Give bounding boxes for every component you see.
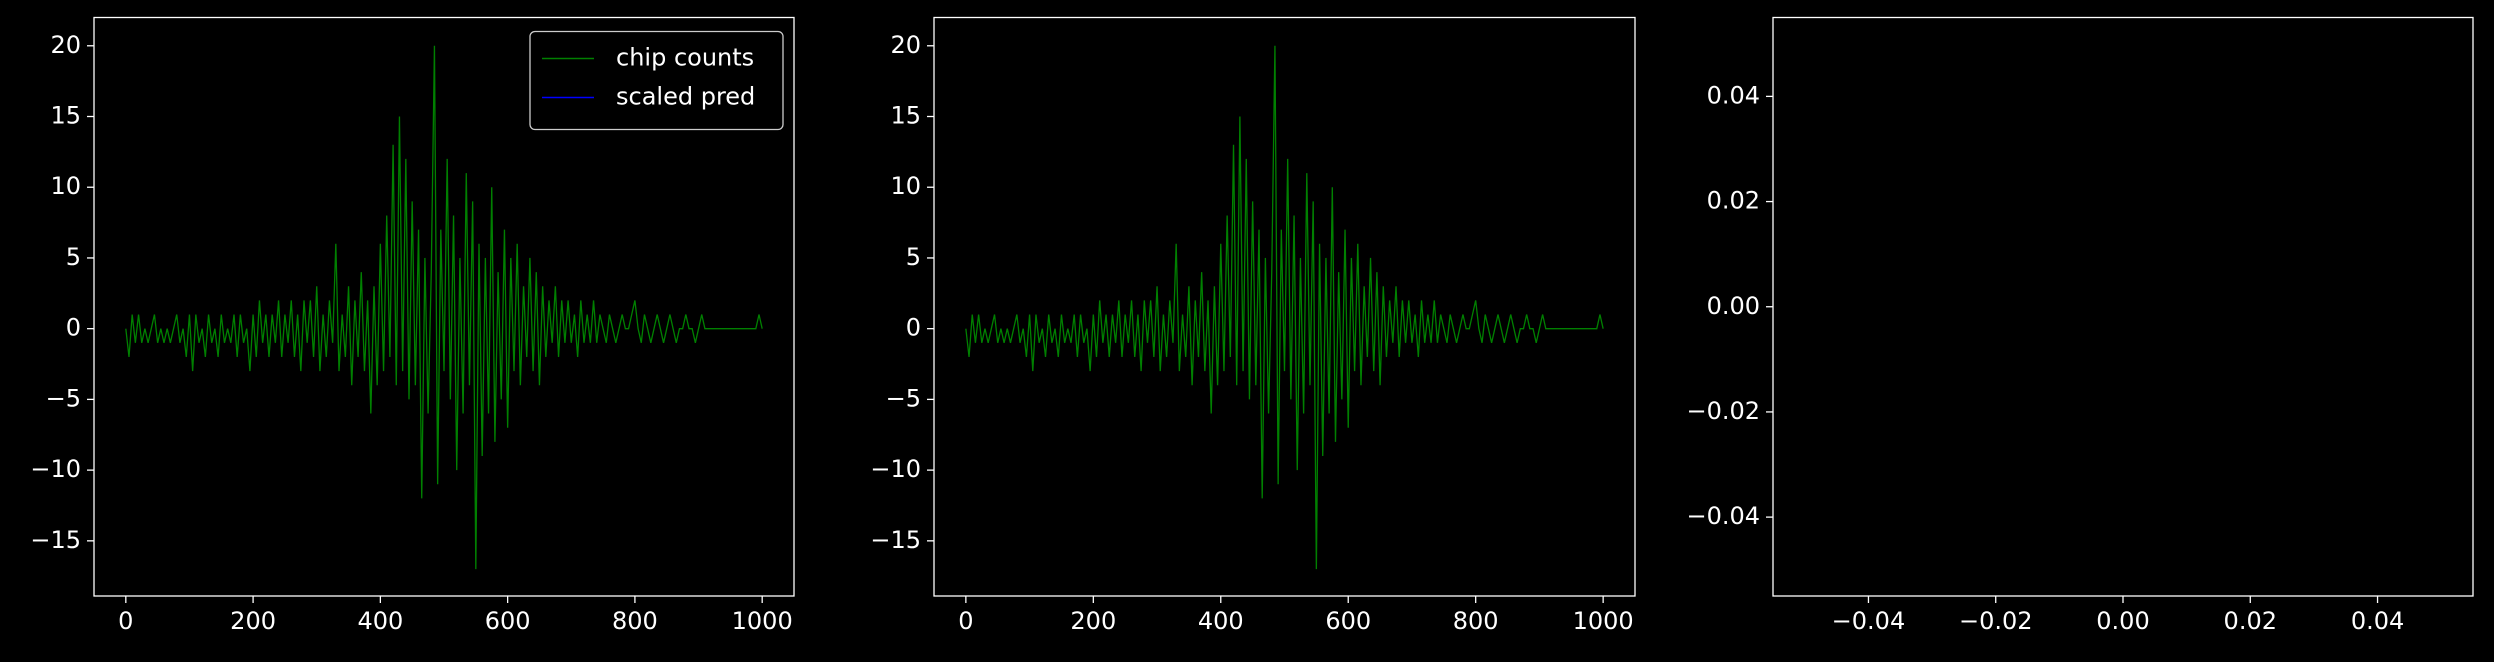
y-tick-label: −5 <box>46 384 81 412</box>
x-tick-label: 200 <box>1070 607 1116 635</box>
y-tick-label: 20 <box>890 31 921 59</box>
x-tick-label: 0.00 <box>2096 607 2149 635</box>
axes-frame <box>933 16 1636 597</box>
y-tick-label: 15 <box>890 102 921 130</box>
x-tick-label: −0.02 <box>1959 607 2033 635</box>
x-tick-label: 0.04 <box>2351 607 2404 635</box>
y-tick-label: 15 <box>50 102 81 130</box>
y-tick-label: −5 <box>886 384 921 412</box>
y-tick-label: 0.00 <box>1707 292 1760 320</box>
y-tick-label: 5 <box>66 243 81 271</box>
x-tick-label: 200 <box>230 607 276 635</box>
legend-frame <box>529 30 784 131</box>
y-tick-label: 0.04 <box>1707 81 1760 109</box>
x-tick-label: 600 <box>485 607 531 635</box>
axes-frame <box>1772 16 2474 597</box>
y-tick-label: 0.02 <box>1707 187 1760 215</box>
y-tick-label: 0 <box>906 314 921 342</box>
x-tick-label: 1000 <box>732 607 793 635</box>
y-tick-label: −10 <box>30 455 81 483</box>
y-tick-label: −15 <box>870 526 921 554</box>
y-tick-label: 0 <box>66 314 81 342</box>
x-tick-label: 600 <box>1325 607 1371 635</box>
x-tick-label: 1000 <box>1573 607 1634 635</box>
x-tick-label: 400 <box>357 607 403 635</box>
y-tick-label: −0.04 <box>1686 502 1760 530</box>
y-tick-label: −10 <box>870 455 921 483</box>
legend-label: chip counts <box>616 44 754 72</box>
y-tick-label: −15 <box>30 526 81 554</box>
y-tick-label: 10 <box>890 172 921 200</box>
axes-frame <box>93 16 795 597</box>
legend-label: scaled pred <box>616 83 755 111</box>
x-tick-label: 0.02 <box>2224 607 2277 635</box>
y-tick-label: 5 <box>906 243 921 271</box>
line <box>125 45 763 570</box>
x-tick-label: 400 <box>1198 607 1244 635</box>
line <box>965 45 1604 570</box>
x-tick-label: 800 <box>612 607 658 635</box>
y-tick-label: 20 <box>50 31 81 59</box>
y-tick-label: 10 <box>50 172 81 200</box>
y-tick-label: −0.02 <box>1686 397 1760 425</box>
x-tick-label: −0.04 <box>1832 607 1906 635</box>
x-tick-label: 0 <box>958 607 973 635</box>
x-tick-label: 800 <box>1453 607 1499 635</box>
x-tick-label: 0 <box>118 607 133 635</box>
